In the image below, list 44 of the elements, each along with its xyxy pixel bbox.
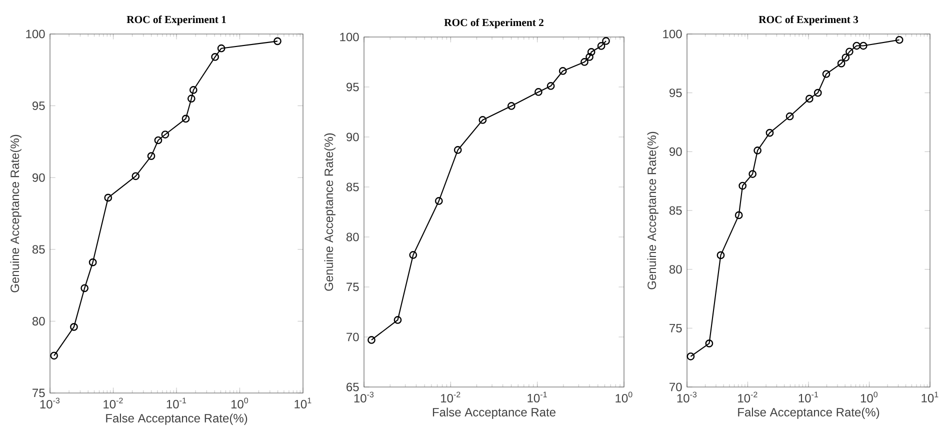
- y-axis-title: Genuine Acceptance Rate(%): [324, 133, 336, 291]
- x-tick-label: 10$^{-2}$: [441, 392, 460, 403]
- y-tick-label: 90: [670, 147, 682, 156]
- x-tick-label: 10$^{-1}$: [528, 392, 547, 402]
- x-tick-label: 10$^{1}$: [294, 398, 312, 408]
- x-tick-label: 10$^{0}$: [616, 392, 632, 403]
- x-tick-label: 10$^{-3}$: [354, 392, 374, 403]
- x-tick-label: 10$^{0}$: [231, 398, 248, 409]
- y-tick-label: 100: [663, 30, 682, 38]
- x-tick-label: 10$^{-3}$: [40, 398, 60, 409]
- x-tick-label: 10$^{-2}$: [104, 398, 123, 409]
- y-tick-label: 95: [32, 102, 45, 110]
- x-tick-label: 10$^{1}$: [922, 392, 938, 402]
- y-axis-title: Genuine Acceptance Rate(%): [647, 132, 658, 290]
- chart-title: ROC of Experiment 2: [444, 18, 544, 28]
- y-tick-label: 70: [670, 382, 682, 392]
- y-tick-label: 80: [32, 316, 45, 326]
- x-axis-title: False Acceptance Rate(%): [106, 414, 248, 425]
- x-tick-label: 10$^{-1}$: [166, 398, 186, 408]
- y-tick-label: 80: [669, 265, 682, 274]
- y-tick-label: 90: [32, 173, 45, 182]
- y-tick-label: 95: [346, 82, 359, 92]
- chart-title: ROC of Experiment 1: [126, 16, 226, 26]
- y-tick-label: 70: [346, 332, 359, 342]
- y-axis-title: Genuine Acceptance Rate(%): [10, 134, 22, 292]
- x-axis-title: False Acceptance Rate(%): [738, 408, 880, 419]
- y-tick-label: 80: [346, 232, 359, 242]
- y-tick-label: 100: [26, 30, 45, 38]
- y-tick-label: 75: [670, 324, 682, 332]
- y-tick-label: 90: [346, 132, 359, 142]
- y-tick-label: 85: [346, 182, 359, 192]
- y-tick-label: 85: [32, 245, 45, 254]
- x-tick-label: 10$^{-2}$: [738, 392, 758, 403]
- y-tick-label: 75: [346, 282, 359, 292]
- x-tick-label: 10$^{-1}$: [798, 392, 818, 402]
- x-axis-title: False Acceptance Rate: [432, 408, 556, 419]
- chart-title: ROC of Experiment 3: [758, 16, 858, 26]
- y-tick-label: 75: [32, 388, 45, 398]
- y-tick-label: 100: [340, 32, 359, 42]
- x-tick-label: 10$^{0}$: [860, 392, 878, 403]
- x-tick-label: 10$^{-3}$: [677, 392, 697, 403]
- y-tick-label: 65: [346, 382, 359, 392]
- y-tick-label: 95: [670, 88, 682, 98]
- y-tick-label: 85: [669, 206, 682, 215]
